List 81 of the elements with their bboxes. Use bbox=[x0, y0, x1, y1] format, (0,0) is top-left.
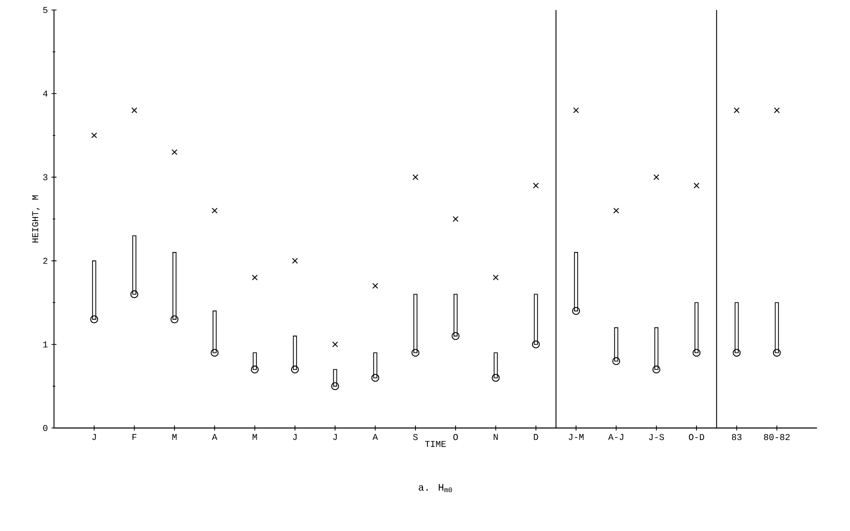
point bbox=[210, 348, 219, 357]
point bbox=[694, 182, 700, 188]
point bbox=[291, 366, 299, 374]
point bbox=[252, 274, 258, 280]
x-tick-label: 83 bbox=[732, 434, 742, 440]
bar bbox=[454, 294, 458, 336]
point bbox=[411, 348, 420, 357]
x-tick-label: 80-82 bbox=[764, 434, 790, 440]
x-tick-label: A bbox=[212, 434, 218, 440]
bar bbox=[92, 260, 96, 320]
point bbox=[734, 107, 740, 114]
x-tick-label: F bbox=[132, 434, 136, 440]
point bbox=[692, 348, 700, 357]
bar bbox=[614, 327, 618, 362]
bar bbox=[534, 294, 538, 345]
point bbox=[452, 332, 460, 340]
y-tick-label: 4 bbox=[43, 90, 48, 97]
x-tick-label: A bbox=[372, 434, 378, 440]
y-tick-label: 0 bbox=[43, 424, 48, 432]
point bbox=[371, 374, 380, 382]
point bbox=[452, 216, 458, 222]
point bbox=[613, 208, 620, 214]
bar bbox=[373, 352, 378, 378]
x-tick-label: J bbox=[293, 434, 297, 440]
point bbox=[331, 382, 340, 390]
y-tick-label: 2 bbox=[43, 258, 48, 264]
text: a. H$_{m0}$ bbox=[418, 484, 452, 492]
x-axis-title: TIME bbox=[425, 440, 446, 447]
x-tick-label: A-J bbox=[608, 434, 624, 440]
bar bbox=[212, 310, 217, 354]
bar bbox=[694, 302, 699, 354]
y-axis-title: HEIGHT, M bbox=[32, 195, 40, 243]
bar bbox=[774, 302, 779, 354]
point bbox=[532, 182, 539, 188]
x-tick-label: M bbox=[252, 434, 257, 440]
bar bbox=[252, 352, 257, 370]
bar bbox=[333, 369, 338, 387]
bar bbox=[292, 336, 297, 370]
y-tick-label: 5 bbox=[43, 7, 48, 13]
point bbox=[90, 315, 98, 324]
bar bbox=[494, 352, 498, 378]
point bbox=[332, 341, 338, 348]
x-tick-label: M bbox=[172, 434, 177, 440]
y-tick-label: 1 bbox=[43, 341, 48, 348]
point bbox=[572, 307, 580, 315]
point bbox=[170, 315, 178, 324]
point bbox=[653, 174, 660, 180]
point bbox=[492, 274, 499, 280]
point bbox=[612, 357, 620, 366]
x-tick-label: J-S bbox=[649, 434, 664, 440]
point bbox=[772, 348, 781, 357]
point bbox=[532, 340, 540, 348]
point bbox=[412, 174, 418, 180]
bar bbox=[734, 302, 739, 354]
bar bbox=[574, 252, 578, 312]
point bbox=[250, 366, 259, 374]
x-tick-label: S bbox=[413, 434, 418, 440]
x-tick-label: D bbox=[534, 434, 538, 440]
point bbox=[292, 258, 298, 264]
point bbox=[774, 107, 780, 114]
y-tick-label: 3 bbox=[43, 174, 48, 180]
point bbox=[573, 107, 579, 114]
point bbox=[91, 132, 98, 138]
x-tick-label: J-M bbox=[568, 434, 584, 440]
point bbox=[372, 282, 378, 289]
bar bbox=[132, 235, 136, 295]
x-tick-label: O-D bbox=[688, 434, 704, 440]
bar bbox=[654, 327, 658, 370]
x-tick-label: J bbox=[333, 434, 337, 440]
point bbox=[652, 366, 660, 374]
point bbox=[212, 208, 218, 214]
point bbox=[172, 149, 178, 156]
point bbox=[732, 348, 741, 357]
point bbox=[130, 290, 138, 298]
point bbox=[492, 374, 500, 382]
x-tick-label: J bbox=[92, 434, 96, 440]
x-tick-label: O bbox=[453, 434, 458, 440]
x-tick-label: N bbox=[494, 434, 498, 440]
bar bbox=[172, 252, 176, 320]
bar bbox=[413, 294, 418, 354]
point bbox=[131, 107, 138, 114]
